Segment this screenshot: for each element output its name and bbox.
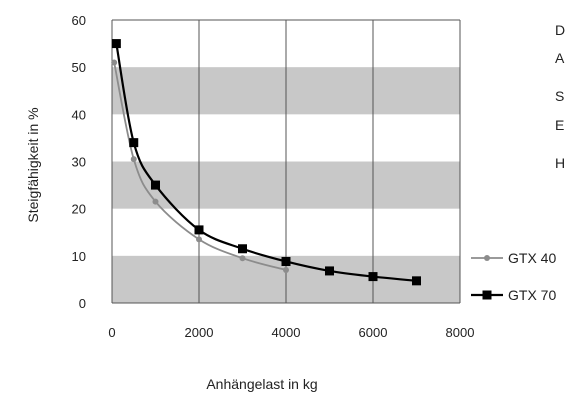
side-text-2: A [555, 50, 565, 66]
x-tick-3: 6000 [359, 325, 388, 340]
data-point-gtx-40-2 [152, 198, 159, 205]
data-point-gtx-70-3 [194, 225, 204, 235]
x-tick-labels: 0 2000 4000 6000 8000 [108, 325, 474, 340]
y-tick-5: 50 [72, 60, 86, 75]
x-tick-4: 8000 [446, 325, 475, 340]
side-text-3: S [555, 88, 565, 104]
data-point-gtx-70-4 [238, 244, 247, 254]
data-point-gtx-70-0 [111, 39, 121, 49]
legend-label-gtx-40: GTX 40 [508, 250, 556, 266]
data-point-gtx-70-7 [368, 272, 378, 282]
data-point-gtx-40-5 [283, 266, 289, 273]
data-point-gtx-40-1 [130, 156, 137, 163]
legend-label-gtx-70: GTX 70 [508, 287, 556, 303]
side-text-1: D [555, 22, 566, 38]
data-point-gtx-70-6 [325, 266, 334, 276]
side-text-4: E [555, 117, 565, 133]
y-axis-label: Steigfähigkeit in % [25, 107, 41, 222]
legend-marker-gtx-70 [482, 290, 492, 300]
x-tick-1: 2000 [185, 325, 214, 340]
y-tick-0: 0 [79, 296, 86, 311]
data-point-gtx-40-3 [196, 236, 202, 243]
x-tick-2: 4000 [272, 325, 301, 340]
data-point-gtx-40-0 [111, 59, 118, 66]
legend: GTX 40 GTX 70 [471, 250, 556, 303]
side-text-5: H [555, 155, 566, 171]
data-point-gtx-70-5 [281, 256, 291, 266]
x-axis-label: Anhängelast in kg [206, 376, 317, 392]
y-tick-3: 30 [72, 155, 86, 170]
y-tick-1: 10 [72, 249, 86, 264]
y-tick-labels: 0 10 20 30 40 50 60 [72, 13, 86, 311]
series-layer [111, 39, 421, 286]
x-tick-0: 0 [108, 325, 115, 340]
data-point-gtx-40-4 [239, 255, 246, 262]
data-point-gtx-70-2 [151, 180, 160, 190]
plot-frame [111, 19, 461, 304]
y-tick-6: 60 [72, 13, 86, 28]
data-point-gtx-70-8 [412, 276, 421, 286]
y-tick-4: 40 [72, 107, 86, 122]
y-tick-2: 20 [72, 202, 86, 217]
grid-lines [198, 20, 374, 303]
legend-marker-gtx-40 [484, 255, 490, 261]
data-point-gtx-70-1 [129, 138, 139, 148]
